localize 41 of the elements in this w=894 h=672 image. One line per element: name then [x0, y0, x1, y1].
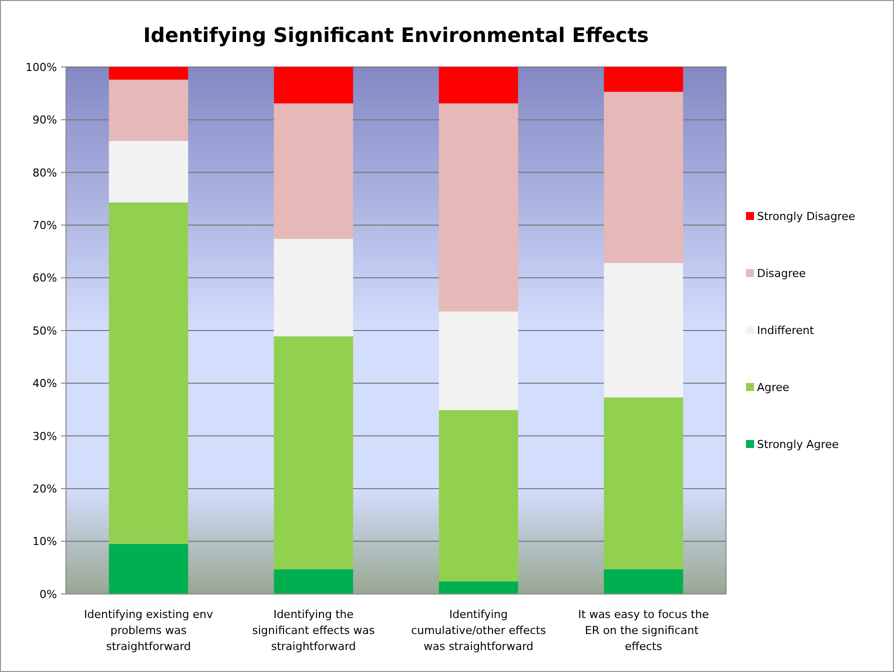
y-tick-label: 70%: [32, 218, 57, 232]
x-tick-label: It was easy to focus the ER on the significant effects: [578, 608, 710, 653]
y-tick-label: 100%: [26, 60, 57, 74]
y-tick-label: 60%: [32, 272, 57, 285]
legend-label: Strongly Disagree: [757, 210, 856, 223]
y-tick-label: 90%: [32, 114, 57, 127]
bar: [438, 67, 518, 104]
y-tick-label: 20%: [32, 482, 57, 496]
bar: [108, 544, 188, 594]
x-tick-label: Identifying cumulative/other effects was straightforward: [411, 608, 546, 653]
bar: [108, 67, 188, 80]
bar: [438, 581, 518, 594]
bar: [604, 397, 684, 570]
bar: [604, 92, 684, 264]
bar: [108, 202, 188, 544]
y-tick-label: 10%: [32, 535, 57, 548]
y-tick-label: 50%: [32, 324, 57, 338]
bar: [274, 569, 354, 594]
chart-title: Identifying Significant Environmental Effects: [143, 23, 649, 47]
bar: [438, 103, 518, 312]
bar: [108, 140, 188, 202]
bar: [274, 67, 354, 104]
legend-label: Indifferent: [757, 324, 815, 337]
bar: [438, 312, 518, 410]
y-tick-label: 0%: [40, 588, 57, 601]
bar: [604, 67, 684, 92]
legend-label: Strongly Agree: [757, 438, 839, 451]
bar: [108, 80, 188, 141]
y-tick-label: 80%: [32, 166, 57, 180]
bar: [438, 410, 518, 582]
y-tick-label: 40%: [32, 377, 57, 390]
y-tick-label: 30%: [32, 430, 57, 443]
legend-label: Disagree: [757, 266, 806, 280]
bar: [274, 238, 354, 336]
x-tick-label: Identifying existing env problems was straightforward: [84, 608, 214, 653]
bar: [274, 336, 354, 570]
bar: [604, 569, 684, 594]
legend-label: Agree: [757, 380, 790, 394]
bar: [274, 103, 354, 239]
x-tick-label: Identifying the significant effects was straightforward: [252, 608, 375, 653]
bar: [604, 263, 684, 398]
